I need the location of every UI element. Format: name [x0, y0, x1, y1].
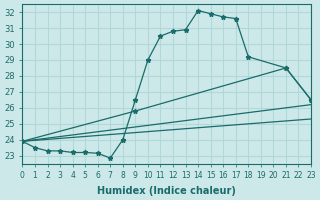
- X-axis label: Humidex (Indice chaleur): Humidex (Indice chaleur): [97, 186, 236, 196]
